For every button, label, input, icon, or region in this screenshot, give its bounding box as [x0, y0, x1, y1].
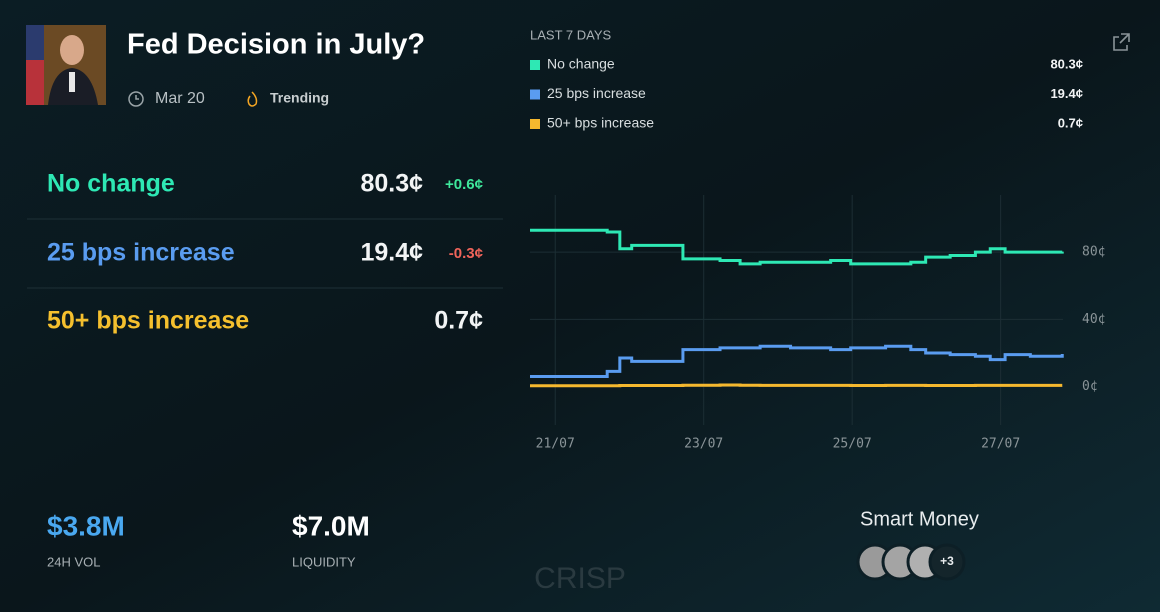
- outcome-price: 19.4¢: [360, 239, 423, 267]
- legend-value: 80.3¢: [1050, 56, 1083, 71]
- date: Mar 20: [155, 90, 205, 107]
- legend-label: 50+ bps increase: [547, 115, 654, 131]
- watermark: CRISP: [534, 562, 626, 595]
- series-line: [530, 228, 1064, 266]
- legend-swatch: [530, 89, 540, 100]
- thumbnail: [26, 25, 106, 105]
- outcome-change: +0.6¢: [445, 176, 483, 193]
- outcome-name: 25 bps increase: [47, 239, 235, 267]
- outcome-name: No change: [47, 170, 175, 198]
- legend-value: 0.7¢: [1058, 115, 1083, 130]
- stat-label: LIQUIDITY: [292, 554, 356, 569]
- avatar-more: +3: [940, 554, 954, 568]
- x-tick-label: 21/07: [536, 437, 575, 452]
- y-tick-label: 80¢: [1082, 245, 1105, 260]
- x-tick-label: 25/07: [833, 437, 872, 452]
- series-line: [530, 344, 1064, 378]
- x-tick-label: 27/07: [981, 437, 1020, 452]
- external-link[interactable]: [1113, 33, 1130, 51]
- flame-icon: [247, 91, 258, 107]
- outcome-change: -0.3¢: [449, 245, 483, 262]
- legend-swatch: [530, 60, 540, 70]
- stat-value: $7.0M: [292, 510, 370, 541]
- trending-tag: Trending: [270, 90, 329, 106]
- clock-hand: [135, 95, 139, 100]
- legend-label: 25 bps increase: [547, 85, 646, 101]
- smart-money-title: Smart Money: [860, 508, 979, 530]
- outcome-price: 80.3¢: [360, 170, 423, 198]
- y-tick-label: 0¢: [1082, 379, 1098, 394]
- legend-swatch: [530, 119, 540, 129]
- avatars[interactable]: [856, 543, 966, 581]
- legend-value: 19.4¢: [1050, 86, 1083, 101]
- stat-label: 24H VOL: [47, 554, 100, 569]
- title: Fed Decision in July?: [127, 29, 425, 61]
- y-tick-label: 40¢: [1082, 312, 1105, 327]
- chart-subtitle: LAST 7 DAYS: [530, 27, 611, 42]
- outcome-name: 50+ bps increase: [47, 307, 249, 335]
- clock-icon: [128, 91, 144, 107]
- stat-value: $3.8M: [47, 510, 125, 541]
- outcome-price: 0.7¢: [434, 307, 483, 335]
- x-tick-label: 23/07: [684, 437, 723, 452]
- legend-label: No change: [547, 56, 615, 72]
- series-line: [530, 383, 1063, 388]
